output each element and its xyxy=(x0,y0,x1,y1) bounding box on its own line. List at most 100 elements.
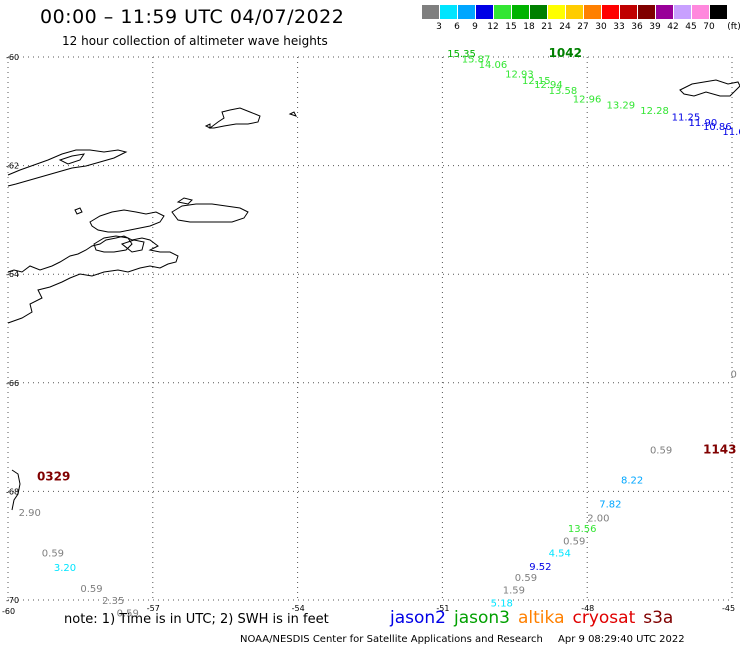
wave-height-value: 2.35 xyxy=(102,596,124,607)
scale-tick-label: 27 xyxy=(577,22,589,32)
longitude-label: -48 xyxy=(581,604,594,613)
wave-height-value: 11.90 xyxy=(689,118,718,129)
latitude-label: -60 xyxy=(6,53,19,62)
pass-time-label: 1143 xyxy=(703,442,736,456)
wave-height-value: 12.93 xyxy=(505,70,534,81)
satellite-legend-cryosat: cryosat xyxy=(572,608,636,628)
wave-height-value: 13.29 xyxy=(607,101,636,112)
wave-height-value: 11.6 xyxy=(722,127,740,138)
latitude-label: -70 xyxy=(6,596,19,605)
satellite-legend: jason2 jason3 altika cryosat s3a xyxy=(390,608,681,628)
coast-alexander-island-edge xyxy=(11,469,21,511)
satellite-legend-jason3: jason3 xyxy=(454,608,510,628)
scale-swatch xyxy=(422,5,439,19)
coast-antarctic-peninsula xyxy=(7,235,179,324)
wave-height-value: 0.59 xyxy=(42,549,64,560)
coastline xyxy=(7,79,740,511)
wave-height-value: 12.15 xyxy=(522,76,551,87)
coast-south-orkney-islands xyxy=(208,107,261,129)
scale-tick-label: 15 xyxy=(505,22,517,32)
scale-tick-label: 39 xyxy=(649,22,661,32)
wave-height-value: 14.06 xyxy=(479,60,508,71)
scale-swatch xyxy=(440,5,457,19)
note-text: note: 1) Time is in UTC; 2) SWH is in fe… xyxy=(64,612,329,627)
latitude-label: -68 xyxy=(6,487,19,496)
scale-tick-label: 36 xyxy=(631,22,643,32)
wave-height-value: 13.56 xyxy=(568,524,597,535)
coast-south-orkney-islets xyxy=(204,111,297,129)
coast-south-shetland-islands xyxy=(7,149,128,187)
coast-small-island xyxy=(176,197,193,205)
wave-height-value: 15.87 xyxy=(462,54,491,65)
scale-unit: (ft) xyxy=(727,22,740,32)
wave-height-value: 9.52 xyxy=(529,562,551,573)
wave-height-value: 0.59 xyxy=(117,608,139,619)
scale-tick-label: 30 xyxy=(595,22,607,32)
wave-height-value: 15.35 xyxy=(447,49,476,60)
scale-swatch xyxy=(566,5,583,19)
wave-height-value: 0.59 xyxy=(650,445,672,456)
longitude-label: -57 xyxy=(147,604,160,613)
pass-time-labels: 1042 1143 0329 xyxy=(37,46,736,484)
footer-credit: NOAA/NESDIS Center for Satellite Applica… xyxy=(240,634,543,645)
footer-timestamp: Apr 9 08:29:40 UTC 2022 xyxy=(558,634,685,645)
latitude-label: -66 xyxy=(6,379,19,388)
scale-tick-label: 12 xyxy=(487,22,499,32)
satellite-legend-jason2: jason2 xyxy=(390,608,446,628)
wave-height-value: 12.96 xyxy=(573,95,602,106)
coast-james-ross-island xyxy=(93,235,133,253)
scale-swatch xyxy=(692,5,709,19)
coast-south-sandwich-top xyxy=(679,79,740,97)
wave-height-value: 7.82 xyxy=(599,500,621,511)
chart-title: 00:00 – 11:59 UTC 04/07/2022 xyxy=(40,6,345,28)
latitude-label: -62 xyxy=(6,162,19,171)
grid-labels: -60 -62 -64 -66 -68 -70 -60 -57 -54 -51 -48 -45 xyxy=(2,53,735,616)
latitude-label: -64 xyxy=(6,270,19,279)
scale-tick-label: 24 xyxy=(559,22,571,32)
wave-height-value: 8.22 xyxy=(621,475,643,486)
wave-height-value: 0.59 xyxy=(80,584,102,595)
wave-height-value: 11.25 xyxy=(672,113,701,124)
scale-swatch xyxy=(530,5,547,19)
scale-swatch xyxy=(656,5,673,19)
scale-swatch xyxy=(674,5,691,19)
satellite-legend-s3a: s3a xyxy=(643,608,674,628)
wave-height-value: 13.58 xyxy=(549,86,578,97)
coast-snow-hill-island xyxy=(171,203,249,223)
scale-swatch xyxy=(710,5,727,19)
scale-swatch xyxy=(476,5,493,19)
wave-height-value: 1.59 xyxy=(503,585,525,596)
wave-height-observations: 15.3515.8714.0612.9312.1512.9413.5812.96… xyxy=(19,49,740,619)
wave-height-value: 0.59 xyxy=(515,573,537,584)
scale-tick-label: 3 xyxy=(436,22,442,32)
footer: NOAA/NESDIS Center for Satellite Applica… xyxy=(240,634,685,645)
wave-height-value: 10.86 xyxy=(703,122,732,133)
longitude-label: -45 xyxy=(722,604,735,613)
scale-swatch xyxy=(584,5,601,19)
longitude-label: -60 xyxy=(2,607,15,616)
scale-tick-label: 6 xyxy=(454,22,460,32)
scale-tick-label: 21 xyxy=(541,22,553,32)
wave-height-value: 2.00 xyxy=(587,513,609,524)
wave-height-value: 0.59 xyxy=(563,537,585,548)
scale-swatch xyxy=(548,5,565,19)
scale-swatch xyxy=(512,5,529,19)
wave-height-value: 4.54 xyxy=(549,549,571,560)
longitude-label: -54 xyxy=(292,604,305,613)
pass-time-label: 1042 xyxy=(549,46,582,60)
wave-height-value: 12.94 xyxy=(534,80,563,91)
scale-tick-label: 33 xyxy=(613,22,625,32)
scale-tick-label: 18 xyxy=(523,22,535,32)
scale-tick-label: 70 xyxy=(703,22,715,32)
longitude-label: -51 xyxy=(436,604,449,613)
chart-subtitle: 12 hour collection of altimeter wave hei… xyxy=(62,34,328,48)
coast-dundee-island xyxy=(120,239,145,253)
graticule xyxy=(7,56,733,601)
wave-height-value: 5.18 xyxy=(491,599,513,610)
coast-small-island-2 xyxy=(74,207,83,215)
scale-tick-label: 42 xyxy=(667,22,679,32)
wave-height-value: 0 xyxy=(731,369,737,380)
scale-swatch xyxy=(458,5,475,19)
coast-south-shetland-islands-2 xyxy=(58,153,86,165)
